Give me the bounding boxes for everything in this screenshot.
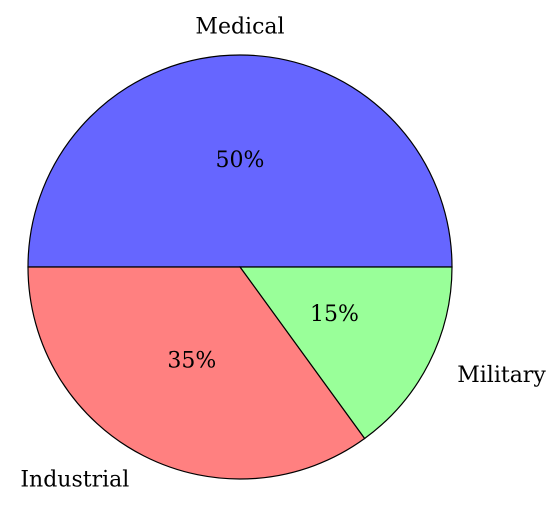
pie-slice [238, 266, 453, 440]
slice-name-label: Military [457, 363, 546, 388]
slice-value-label: 35% [167, 348, 216, 373]
pie-slice [27, 54, 453, 268]
slice-value-label: 50% [216, 148, 265, 173]
slice-name-label: Industrial [20, 467, 129, 492]
pie-slice [27, 266, 366, 480]
slice-name-label: Medical [195, 14, 284, 39]
slice-value-label: 15% [310, 302, 359, 327]
